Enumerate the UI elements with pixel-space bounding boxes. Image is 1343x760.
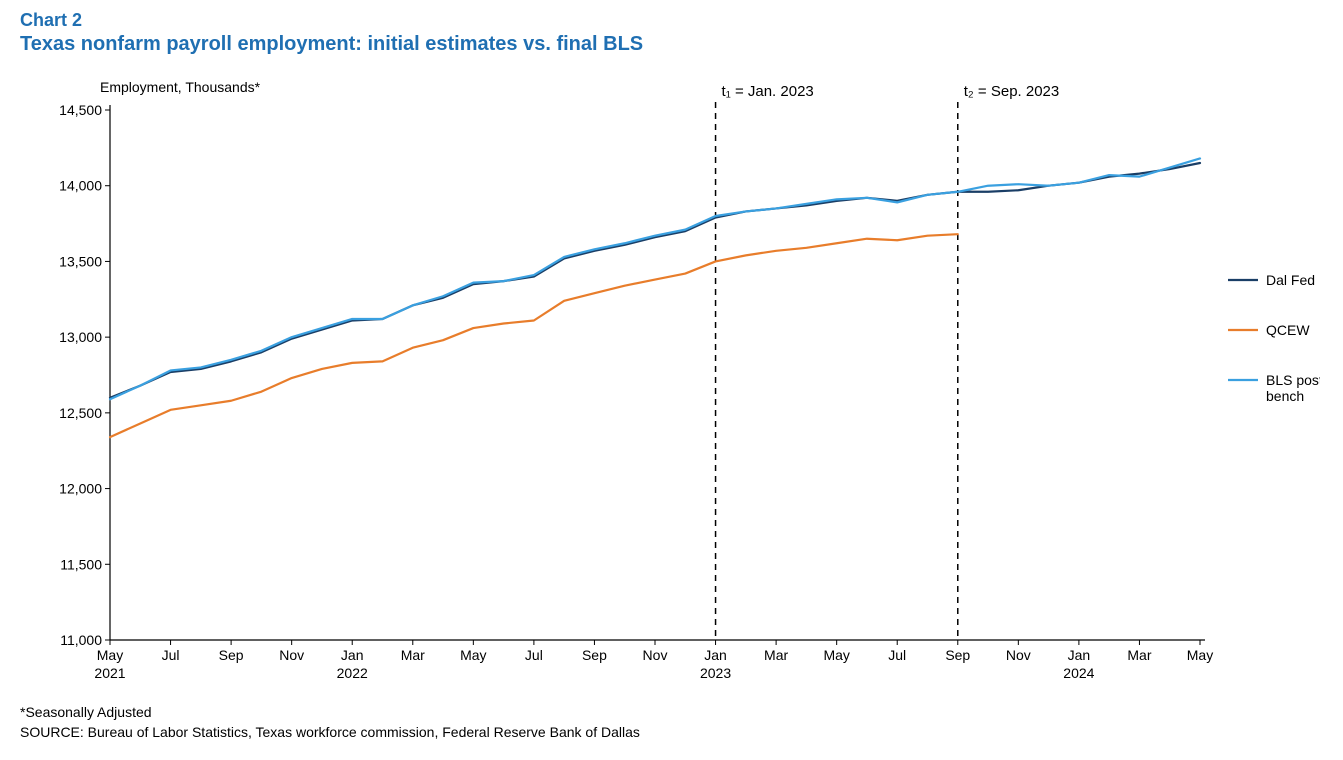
chart-area: 11,000 11,500 12,000 12,500 13,000 13,500 14,0… bbox=[20, 60, 1320, 700]
svg-text:Nov: Nov bbox=[279, 647, 304, 663]
footnote-2: SOURCE: Bureau of Labor Statistics, Texa… bbox=[20, 724, 1323, 740]
svg-text:11,000: 11,000 bbox=[60, 632, 102, 648]
svg-text:Sep: Sep bbox=[219, 647, 244, 663]
svg-text:t₂ = Sep. 2023: t₂ = Sep. 2023 bbox=[964, 83, 1059, 100]
svg-text:May: May bbox=[97, 647, 123, 663]
svg-text:Mar: Mar bbox=[1127, 647, 1151, 663]
svg-text:Sep: Sep bbox=[582, 647, 607, 663]
svg-text:Sep: Sep bbox=[945, 647, 970, 663]
svg-text:13,000: 13,000 bbox=[59, 329, 102, 345]
svg-text:14,500: 14,500 bbox=[59, 102, 102, 118]
svg-text:May: May bbox=[823, 647, 849, 663]
svg-text:Nov: Nov bbox=[643, 647, 668, 663]
svg-text:Nov: Nov bbox=[1006, 647, 1031, 663]
svg-text:bench: bench bbox=[1266, 388, 1304, 404]
svg-text:Jan: Jan bbox=[341, 647, 364, 663]
svg-text:2021: 2021 bbox=[94, 665, 125, 681]
svg-text:Jul: Jul bbox=[525, 647, 543, 663]
footnote-1: *Seasonally Adjusted bbox=[20, 704, 1323, 720]
svg-text:13,500: 13,500 bbox=[59, 253, 102, 269]
svg-text:2022: 2022 bbox=[337, 665, 368, 681]
svg-text:11,500: 11,500 bbox=[60, 556, 102, 572]
svg-text:Mar: Mar bbox=[401, 647, 425, 663]
svg-text:QCEW: QCEW bbox=[1266, 322, 1310, 338]
chart-number: Chart 2 bbox=[20, 10, 1323, 31]
svg-text:12,000: 12,000 bbox=[59, 481, 102, 497]
svg-text:May: May bbox=[460, 647, 486, 663]
svg-text:12,500: 12,500 bbox=[59, 405, 102, 421]
svg-text:t₁ = Jan. 2023: t₁ = Jan. 2023 bbox=[722, 83, 814, 100]
svg-text:2023: 2023 bbox=[700, 665, 731, 681]
svg-text:Jul: Jul bbox=[888, 647, 906, 663]
svg-text:Mar: Mar bbox=[764, 647, 788, 663]
chart-header: Chart 2 Texas nonfarm payroll employment… bbox=[20, 10, 1323, 56]
svg-text:May: May bbox=[1187, 647, 1213, 663]
svg-text:14,000: 14,000 bbox=[59, 178, 102, 194]
svg-text:Jul: Jul bbox=[162, 647, 180, 663]
chart-svg: 11,000 11,500 12,000 12,500 13,000 13,500 14,0… bbox=[20, 60, 1320, 700]
svg-text:Dal Fed: Dal Fed bbox=[1266, 272, 1315, 288]
svg-text:Employment, Thousands*: Employment, Thousands* bbox=[100, 79, 261, 95]
svg-text:BLS post-: BLS post- bbox=[1266, 372, 1320, 388]
svg-text:Jan: Jan bbox=[704, 647, 727, 663]
chart-title: Texas nonfarm payroll employment: initia… bbox=[20, 33, 1323, 56]
svg-text:Jan: Jan bbox=[1068, 647, 1091, 663]
svg-text:2024: 2024 bbox=[1063, 665, 1094, 681]
